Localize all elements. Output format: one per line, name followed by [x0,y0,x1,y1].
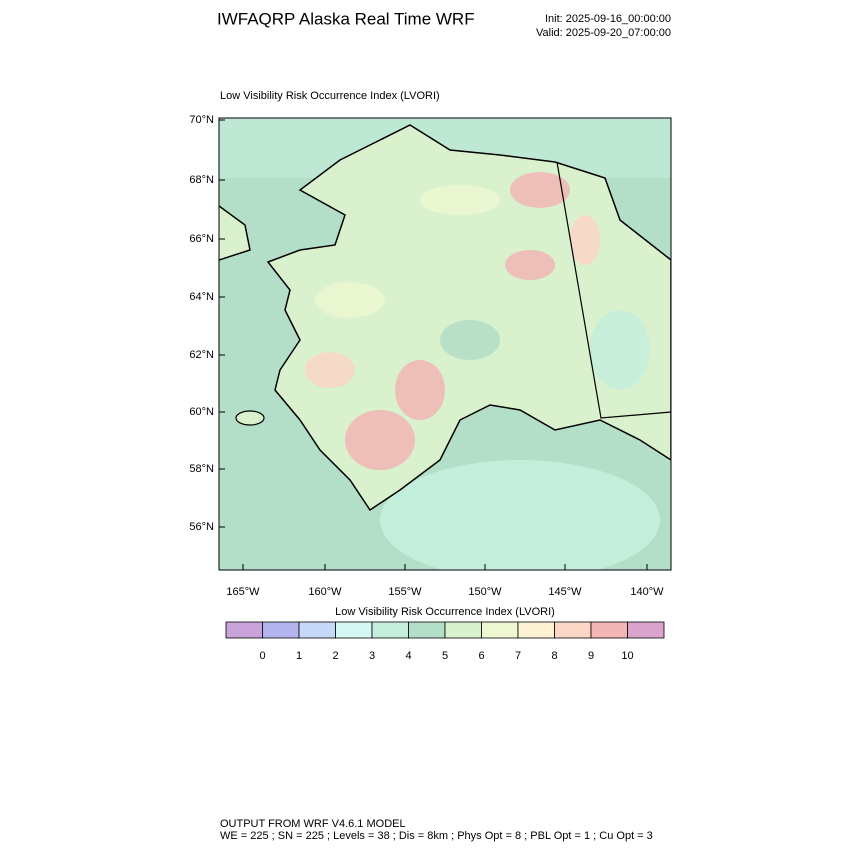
colorbar-box [408,621,446,639]
colorbar-box [517,621,555,639]
valid-time: Valid: 2025-09-20_07:00:00 [536,27,671,39]
title: IWFAQRP Alaska Real Time WRF [217,9,475,28]
colorbar-label: 10 [621,650,633,662]
lon-label: 150°W [468,586,502,598]
axes: 70°N 68°N 66°N 64°N 62°N 60°N 58°N 56°N 165°W 160… [189,114,664,598]
lat-label: 66°N [189,233,214,245]
colorbar-box [298,621,336,639]
colorbar-box [444,621,482,639]
lon-label: 145°W [548,586,582,598]
colorbar-label: 5 [442,650,448,662]
lon-label: 165°W [226,586,260,598]
colorbar-box [335,621,373,639]
colorbar-box [590,621,628,639]
lon-label: 155°W [388,586,422,598]
colorbar-label: 1 [296,650,302,662]
colorbar-label: 7 [515,650,521,662]
siberia [219,205,251,261]
colorbar-label: 0 [259,650,265,662]
colorbar-box [225,621,263,639]
lat-label: 58°N [189,463,214,475]
lat-label: 70°N [189,114,214,126]
colorbar-box [371,621,409,639]
colorbar-label: 3 [369,650,375,662]
gulf-field [380,460,660,570]
map-title: Low Visibility Risk Occurrence Index (LV… [220,90,440,102]
colorbar-title: Low Visibility Risk Occurrence Index (LV… [335,606,555,618]
colorbar-box [481,621,519,639]
island [235,410,265,426]
colorbar-box [627,621,665,639]
colorbar-label: 4 [405,650,411,662]
lat-label: 62°N [189,349,214,361]
risk-patches [305,172,650,470]
colorbar-box [554,621,592,639]
colorbar-label: 2 [332,650,338,662]
map [219,118,671,570]
colorbar: 0 1 2 3 4 5 6 7 8 9 10 [225,621,665,662]
colorbar-label: 9 [588,650,594,662]
colorbar-box [262,621,300,639]
map-frame [218,117,672,571]
lat-label: 64°N [189,291,214,303]
colorbar-label: 8 [551,650,557,662]
init-time: Init: 2025-09-16_00:00:00 [545,13,671,25]
lon-label: 140°W [630,586,664,598]
lon-label: 160°W [308,586,342,598]
footer-line: OUTPUT FROM WRF V4.6.1 MODEL [220,818,406,830]
colorbar-label: 6 [478,650,484,662]
border [556,161,671,419]
lat-label: 68°N [189,174,214,186]
lat-label: 56°N [189,521,214,533]
lat-label: 60°N [189,406,214,418]
footer-line: WE = 225 ; SN = 225 ; Levels = 38 ; Dis … [220,830,653,842]
